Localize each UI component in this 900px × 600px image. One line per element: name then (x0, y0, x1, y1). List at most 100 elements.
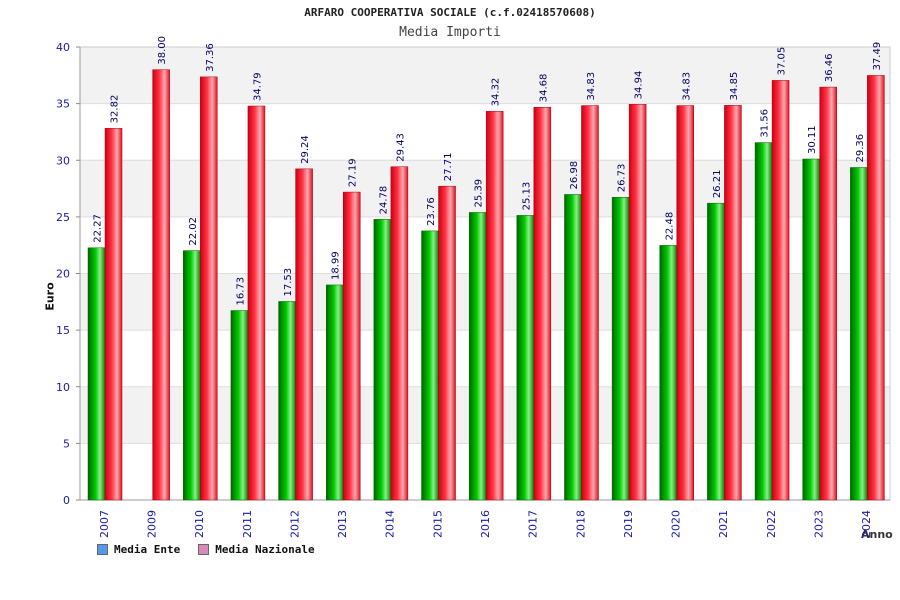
data-label: 36.46 (824, 53, 835, 82)
data-label: 17.53 (283, 268, 294, 297)
bar-media-ente (754, 142, 773, 501)
data-label: 34.68 (538, 74, 549, 103)
data-label: 22.02 (188, 217, 199, 246)
data-label: 29.36 (855, 134, 866, 163)
bar-media-nazionale (867, 75, 885, 501)
x-tick-label: 2013 (336, 510, 349, 538)
x-tick-label: 2016 (479, 510, 492, 538)
x-tick-label: 2022 (765, 510, 778, 538)
bar-media-ente (87, 247, 106, 501)
data-label: 18.99 (331, 251, 342, 280)
x-tick-label: 2010 (193, 510, 206, 538)
bar-media-nazionale (390, 166, 409, 501)
data-label: 29.43 (395, 133, 406, 162)
legend-label-media-nazionale: Media Nazionale (215, 543, 315, 556)
bar-media-ente (850, 167, 868, 501)
bar-media-ente (468, 212, 487, 501)
x-tick-label: 2020 (670, 510, 683, 538)
bar-media-ente (802, 158, 820, 501)
bar-media-nazionale (724, 105, 742, 501)
bar-media-ente (564, 194, 582, 501)
y-tick-label: 0 (63, 494, 70, 507)
bar-media-ente (421, 230, 439, 501)
legend-label-media-ente: Media Ente (114, 543, 181, 556)
bar-media-ente (516, 215, 535, 501)
data-label: 34.85 (729, 72, 740, 101)
bar-media-nazionale (533, 106, 552, 501)
y-tick-label: 25 (56, 211, 70, 224)
data-label: 37.49 (872, 42, 883, 71)
x-axis-label: Anno (861, 528, 893, 541)
data-label: 30.11 (807, 125, 818, 154)
bar-media-nazionale (152, 69, 170, 501)
legend-item-media-ente: Media Ente (97, 543, 180, 556)
data-label: 23.76 (426, 197, 437, 226)
x-tick-label: 2011 (241, 510, 254, 538)
data-label: 34.79 (252, 72, 263, 101)
bar-media-nazionale (104, 128, 123, 501)
x-tick-label: 2024 (860, 510, 873, 538)
bar-media-ente (707, 202, 725, 501)
data-label: 34.32 (491, 78, 502, 107)
legend-swatch-media-nazionale (198, 544, 210, 555)
bar-media-ente (278, 301, 296, 501)
bar-media-ente (325, 284, 344, 501)
bar-media-nazionale (247, 105, 266, 501)
bar-media-ente (183, 250, 201, 501)
legend: Media Ente Media Nazionale (97, 543, 315, 556)
y-tick-label: 5 (63, 437, 70, 450)
data-label: 37.36 (205, 43, 216, 72)
x-tick-label: 2015 (431, 510, 444, 538)
chart-title: ARFARO COOPERATIVA SOCIALE (c.f.02418570… (304, 6, 596, 19)
y-tick-label: 15 (56, 324, 70, 337)
bar-media-nazionale (819, 86, 837, 501)
x-tick-label: 2017 (527, 510, 540, 538)
bar-media-ente (373, 219, 392, 501)
x-tick-label: 2023 (813, 510, 826, 538)
data-label: 34.94 (634, 71, 645, 100)
bar-media-nazionale (676, 105, 695, 501)
data-label: 27.71 (443, 153, 454, 182)
data-label: 22.27 (93, 214, 104, 243)
data-label: 37.05 (777, 47, 788, 76)
bar-media-nazionale (628, 104, 647, 501)
x-tick-label: 2014 (384, 510, 397, 538)
data-label: 26.73 (617, 164, 628, 193)
data-label: 26.21 (712, 170, 723, 199)
data-label: 25.39 (474, 179, 485, 208)
y-tick-label: 30 (56, 154, 70, 167)
bar-media-nazionale (200, 76, 218, 501)
x-tick-label: 2021 (717, 510, 730, 538)
data-label: 22.48 (664, 212, 675, 241)
data-label: 24.78 (378, 186, 389, 215)
x-tick-label: 2018 (574, 510, 587, 538)
data-label: 25.13 (521, 182, 532, 211)
data-label: 34.83 (681, 72, 692, 101)
data-label: 27.19 (348, 158, 359, 187)
x-tick-label: 2009 (145, 510, 158, 538)
x-tick-label: 2019 (622, 510, 635, 538)
legend-item-media-nazionale: Media Nazionale (198, 543, 315, 556)
y-tick-label: 10 (56, 381, 70, 394)
data-label: 26.98 (569, 161, 580, 190)
bar-media-nazionale (342, 191, 361, 501)
data-label: 16.73 (235, 277, 246, 306)
legend-swatch-media-ente (97, 544, 108, 555)
bar-media-nazionale (771, 80, 790, 501)
data-label: 29.24 (300, 135, 311, 164)
data-label: 38.00 (157, 36, 168, 65)
y-tick-label: 40 (56, 41, 70, 54)
bar-media-nazionale (581, 105, 599, 501)
data-label: 34.83 (586, 72, 597, 101)
bar-media-ente (230, 310, 249, 501)
bar-media-nazionale (295, 168, 313, 501)
chart-subtitle: Media Importi (399, 25, 501, 40)
bar-media-ente (611, 197, 630, 501)
bar-media-nazionale (485, 111, 504, 501)
data-label: 32.82 (110, 95, 121, 124)
x-tick-label: 2012 (288, 510, 301, 538)
data-label: 31.56 (760, 109, 771, 138)
x-tick-label: 2007 (98, 510, 111, 538)
bar-media-nazionale (438, 185, 456, 501)
